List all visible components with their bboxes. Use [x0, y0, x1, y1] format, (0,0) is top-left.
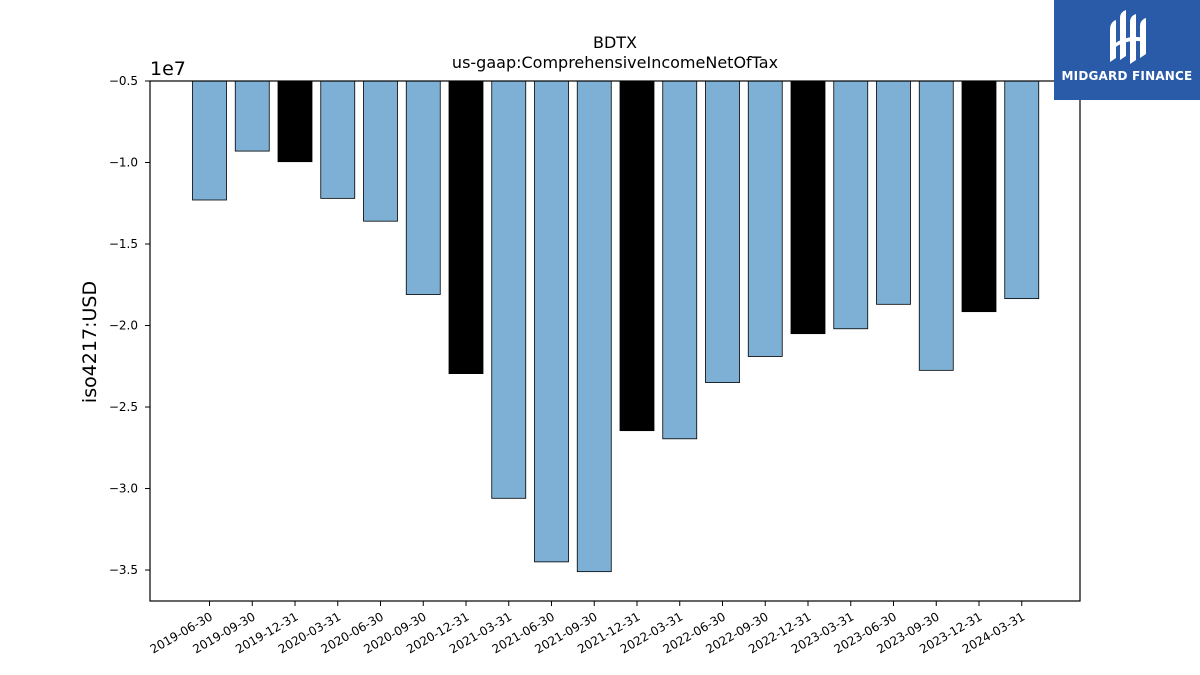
y-tick-label: −3.5 [109, 563, 138, 577]
y-tick-label: −2.0 [109, 319, 138, 333]
chart-title: BDTX [593, 33, 637, 52]
bar-2021-09-30 [576, 80, 612, 573]
bar-2021-06-30 [534, 80, 569, 563]
bar-2024-03-31 [1004, 80, 1040, 300]
bar-2019-09-30 [234, 80, 270, 152]
bar-2022-09-30 [747, 80, 783, 357]
x-ticks-group: 2019-06-302019-09-302019-12-312020-03-31… [148, 601, 1027, 656]
bar-2019-12-31 [277, 80, 313, 163]
bar-2022-03-31 [662, 80, 698, 440]
y-axis-label: iso4217:USD [79, 281, 101, 403]
bar-2023-03-31 [833, 80, 869, 330]
bars-group [192, 80, 1040, 573]
bar-2022-12-31 [790, 80, 826, 335]
chart-subtitle: us-gaap:ComprehensiveIncomeNetOfTax [452, 53, 778, 72]
bar-2020-06-30 [363, 80, 398, 222]
y-tick-label: −0.5 [109, 74, 138, 88]
y-offset-label: 1e7 [150, 58, 186, 80]
y-ticks-group: −0.5 −1.0 −1.5 −2.0 −2.5 −3.0 −3.5 [109, 74, 150, 577]
bar-2021-12-31 [619, 80, 655, 432]
y-tick-label: −1.5 [109, 237, 138, 251]
bar-2020-03-31 [320, 80, 356, 199]
y-tick-label: −3.0 [109, 482, 138, 496]
bar-2023-12-31 [961, 80, 997, 313]
bar-2020-09-30 [405, 80, 441, 295]
logo-wordmark: MIDGARD FINANCE [1061, 69, 1193, 83]
y-tick-label: −2.5 [109, 400, 138, 414]
bar-2023-09-30 [918, 80, 954, 371]
bar-2019-06-30 [192, 80, 227, 201]
y-tick-label: −1.0 [109, 156, 138, 170]
bar-2022-06-30 [705, 80, 740, 383]
bar-2021-03-31 [491, 80, 527, 499]
bar-2023-06-30 [876, 80, 911, 305]
midgard-logo: MIDGARD FINANCE [1054, 0, 1200, 100]
bar-2020-12-31 [448, 80, 484, 375]
midgard-logo-icon [1110, 10, 1146, 64]
plot-frame [149, 80, 1081, 602]
